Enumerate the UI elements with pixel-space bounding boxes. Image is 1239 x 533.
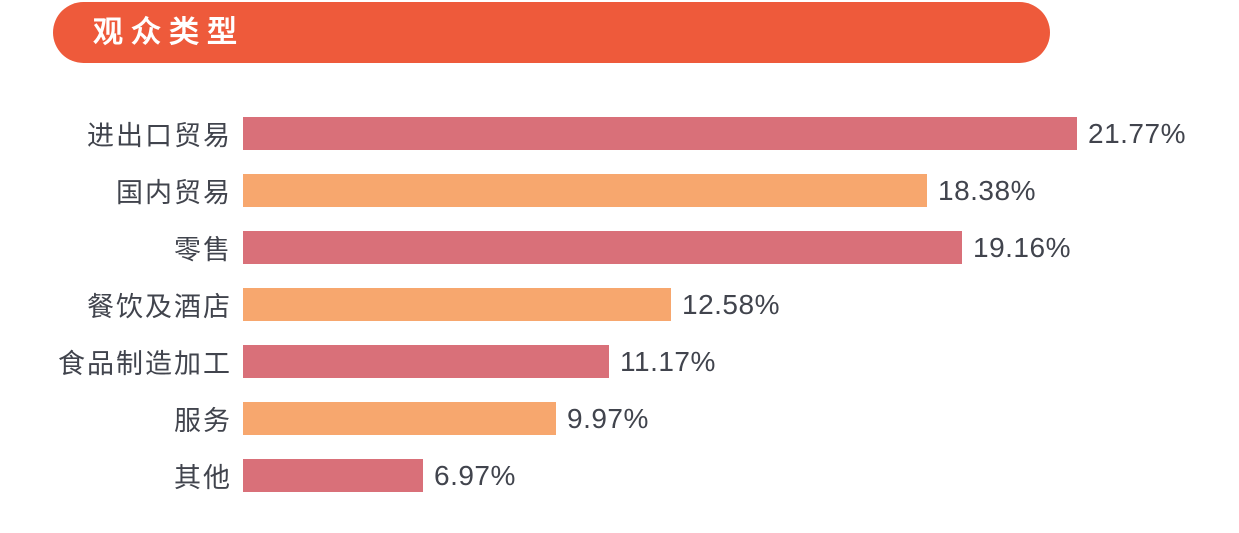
category-label: 食品制造加工 <box>58 349 232 379</box>
bar <box>243 288 671 321</box>
chart-row: 食品制造加工 11.17% <box>0 345 1239 379</box>
value-label: 21.77% <box>1088 117 1186 149</box>
bar <box>243 345 609 378</box>
bar <box>243 402 556 435</box>
chart-row: 餐饮及酒店 12.58% <box>0 288 1239 322</box>
category-label: 零售 <box>174 235 232 265</box>
value-label: 19.16% <box>973 231 1071 263</box>
category-label: 其他 <box>174 463 232 493</box>
value-label: 12.58% <box>682 288 780 320</box>
chart-row: 零售 19.16% <box>0 231 1239 265</box>
category-label: 国内贸易 <box>116 178 232 208</box>
category-label: 进出口贸易 <box>87 121 232 151</box>
chart-row: 国内贸易 18.38% <box>0 174 1239 208</box>
chart-row: 服务 9.97% <box>0 402 1239 436</box>
bar <box>243 231 962 264</box>
value-label: 9.97% <box>567 402 649 434</box>
value-label: 6.97% <box>434 459 516 491</box>
bar-chart: 进出口贸易 21.77% 国内贸易 18.38% 零售 19.16% 餐饮及酒店 12.58%… <box>0 117 1239 516</box>
value-label: 18.38% <box>938 174 1036 206</box>
chart-row: 其他 6.97% <box>0 459 1239 493</box>
category-label: 服务 <box>174 406 232 436</box>
bar <box>243 117 1077 150</box>
section-title: 观众类型 <box>93 15 245 49</box>
category-label: 餐饮及酒店 <box>87 292 232 322</box>
chart-row: 进出口贸易 21.77% <box>0 117 1239 151</box>
bar <box>243 459 423 492</box>
section-header: 观众类型 <box>53 2 1050 63</box>
value-label: 11.17% <box>620 345 716 377</box>
bar <box>243 174 927 207</box>
